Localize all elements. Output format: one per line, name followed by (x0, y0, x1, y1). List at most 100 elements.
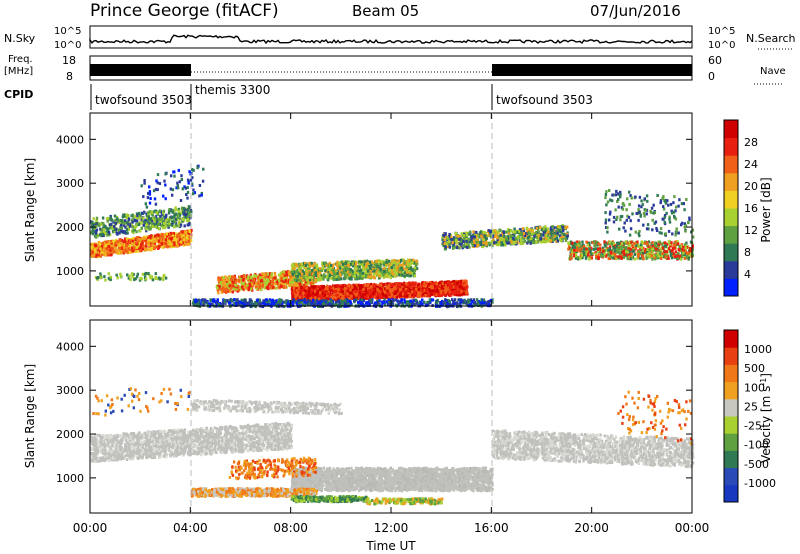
scatter-cell (383, 290, 387, 294)
scatter-cell (93, 243, 97, 247)
scatter-cell (93, 226, 96, 230)
scatter-cell (187, 242, 190, 246)
scatter-cell (462, 279, 465, 283)
scatter-cell (441, 282, 444, 286)
scatter-cell (309, 294, 312, 298)
scatter-cell (106, 233, 109, 237)
scatter-cell (350, 294, 353, 298)
scatter-cell (192, 188, 195, 192)
scatter-cell (235, 283, 238, 287)
scatter-cell (157, 226, 160, 230)
scatter-cell (166, 245, 169, 249)
scatter-cell (97, 247, 101, 251)
scatter-cell (97, 253, 100, 257)
scatter-cell (178, 224, 181, 228)
scatter-cell (91, 232, 95, 236)
scatter-cell (385, 286, 388, 290)
scatter-cell (385, 295, 388, 299)
scatter-cell (381, 295, 384, 299)
scatter-cell (169, 231, 172, 235)
scatter-cell (99, 222, 103, 226)
scatter-cell (112, 248, 115, 252)
scatter-cell (231, 275, 234, 279)
scatter-cell (160, 234, 163, 238)
scatter-cell (188, 211, 191, 215)
scatter-cell (177, 240, 180, 244)
scatter-cell (116, 240, 119, 243)
scatter-cell (182, 217, 185, 221)
scatter-cell (182, 212, 185, 216)
scatter-cell (100, 250, 104, 254)
scatter-cell (186, 186, 189, 190)
scatter-cell (393, 282, 397, 286)
scatter-cell (417, 291, 420, 294)
scatter-cell (107, 245, 110, 248)
scatter-cell (353, 284, 357, 288)
scatter-cell (132, 241, 135, 245)
scatter-cell (155, 179, 158, 183)
scatter-cell (186, 236, 189, 240)
scatter-cell (107, 252, 110, 256)
scatter-cell (402, 287, 405, 291)
scatter-cell (412, 295, 416, 299)
scatter-cell (322, 275, 326, 279)
scatter-cell (95, 222, 99, 226)
scatter-cell (154, 225, 158, 229)
scatter-cell (128, 244, 132, 247)
scatter-cell (319, 291, 322, 295)
scatter-cell (106, 240, 109, 244)
scatter-cell (184, 186, 187, 190)
scatter-cell (408, 284, 411, 288)
scatter-cell (129, 239, 132, 243)
scatter-cell (179, 217, 182, 221)
scatter-cell (174, 220, 177, 224)
nsearch-tick-bottom: 10^0 (708, 40, 735, 51)
scatter-cell (113, 225, 116, 229)
scatter-cell (110, 244, 113, 248)
scatter-cell (150, 219, 154, 222)
date-title: 07/Jun/2016 (590, 2, 681, 20)
scatter-cell (372, 292, 375, 296)
scatter-cell (332, 290, 335, 293)
scatter-cell (153, 246, 156, 250)
scatter-cell (135, 242, 138, 246)
scatter-cell (191, 168, 194, 171)
scatter-cell (141, 247, 145, 251)
scatter-cell (187, 223, 191, 227)
scatter-cell (169, 217, 172, 221)
scatter-cell (170, 232, 174, 236)
scatter-cell (102, 253, 106, 257)
scatter-cell (149, 227, 152, 231)
scatter-cell (296, 288, 299, 292)
scatter-cell (432, 289, 435, 293)
scatter-cell (123, 221, 126, 225)
scatter-cell (369, 288, 373, 292)
scatter-cell (156, 181, 159, 185)
scatter-cell (185, 238, 188, 242)
scatter-cell (176, 214, 180, 218)
scatter-cell (411, 281, 414, 285)
scatter-cell (395, 290, 398, 294)
scatter-cell (96, 233, 99, 237)
scatter-cell (329, 293, 332, 296)
scatter-cell (272, 285, 275, 289)
scatter-cell (153, 197, 157, 201)
scatter-cell (288, 284, 291, 287)
scatter-cell (263, 272, 266, 276)
scatter-cell (163, 179, 166, 183)
scatter-cell (182, 214, 186, 218)
scatter-cell (298, 295, 302, 299)
scatter-cell (167, 211, 171, 215)
freq-block-1 (90, 64, 191, 76)
nsky-frame (89, 25, 693, 49)
scatter-cell (122, 245, 126, 249)
scatter-cell (120, 219, 123, 222)
scatter-cell (135, 219, 139, 223)
scatter-cell (167, 237, 170, 241)
scatter-cell (94, 231, 98, 235)
scatter-cell (102, 247, 106, 251)
scatter-cell (108, 246, 112, 250)
scatter-cell (198, 194, 201, 198)
scatter-cell (165, 232, 168, 236)
scatter-cell (114, 247, 118, 251)
